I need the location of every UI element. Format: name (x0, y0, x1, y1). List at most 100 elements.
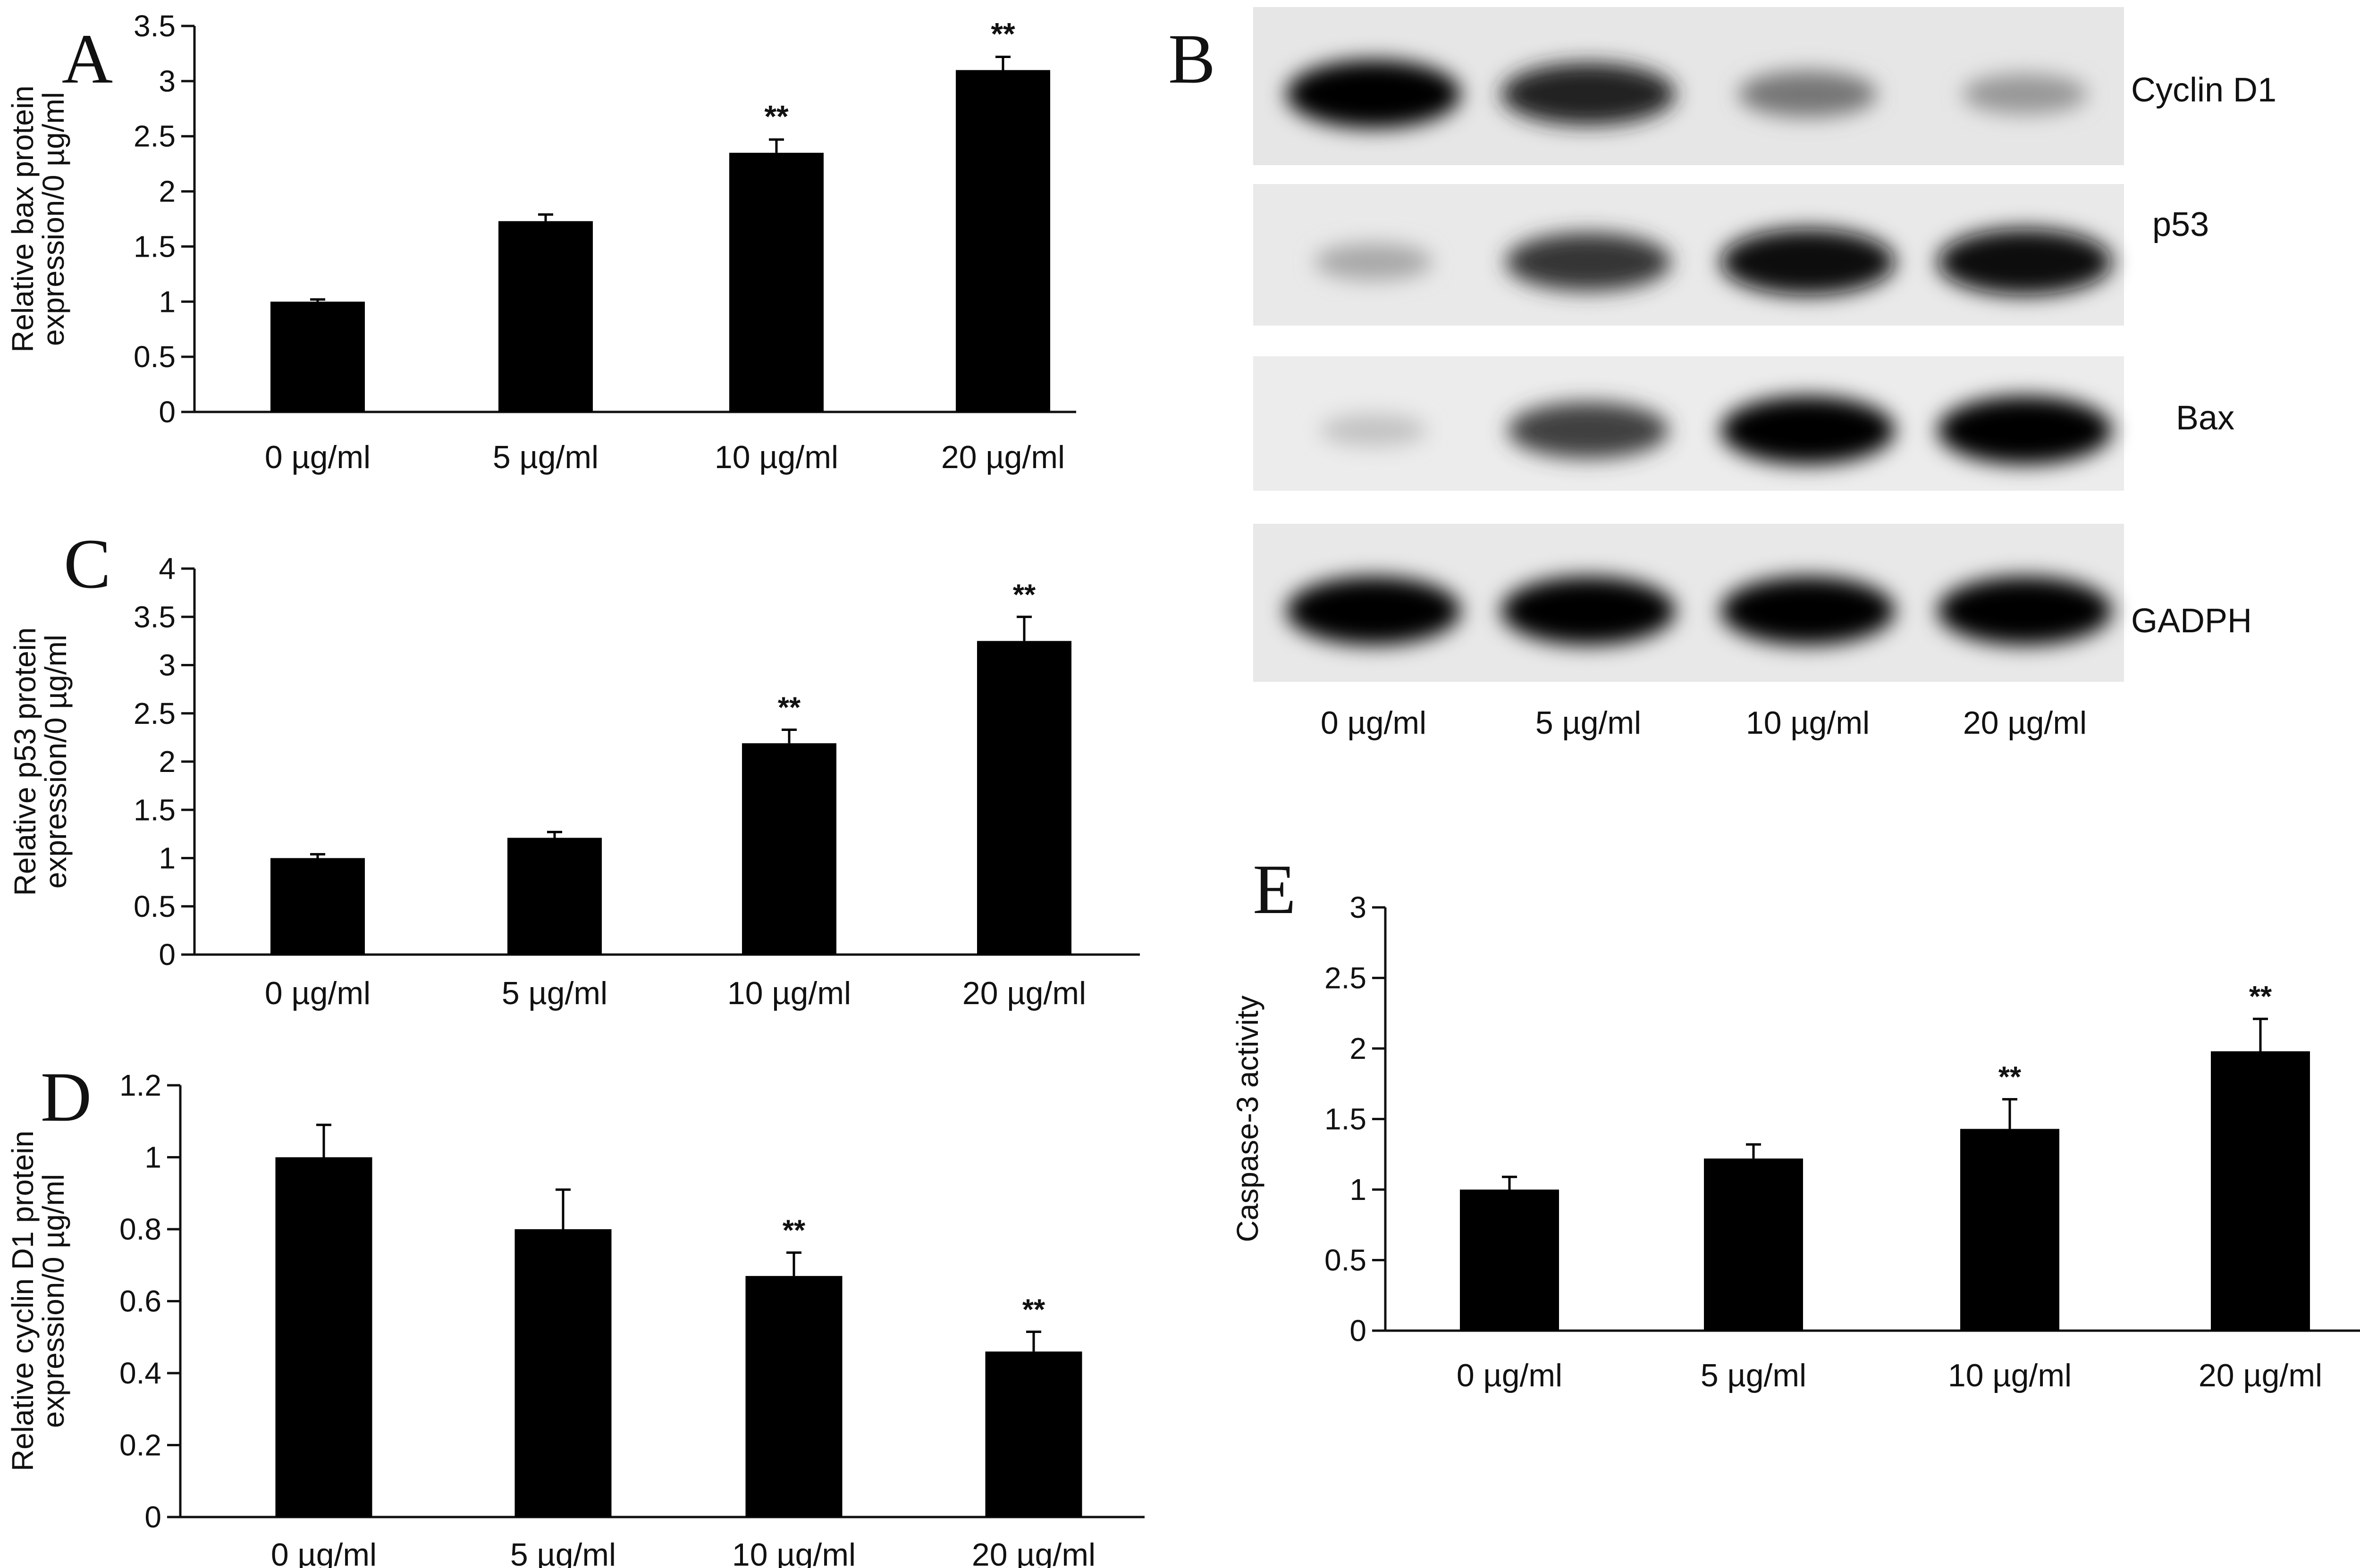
x-category-label: 0 µg/ml (1457, 1358, 1562, 1393)
blot-lane-label: 10 µg/ml (1746, 705, 1870, 741)
y-axis-label: expression/0 µg/ml (39, 635, 73, 889)
bar (745, 1276, 843, 1517)
y-tick-label: 0.5 (1324, 1243, 1366, 1277)
x-category-label: 10 µg/ml (715, 439, 838, 475)
y-tick-label: 2 (159, 745, 176, 779)
blot-lane-label: 20 µg/ml (1963, 705, 2087, 741)
panel-c-chart: C 0 0.5 1 1.5 2 2.5 3 3.5 4 0 µg/ml 5 µg/ml ** 10 µg/… (8, 525, 1140, 1011)
x-category-label: 0 µg/ml (265, 439, 371, 475)
panel-letter: B (1168, 20, 1215, 98)
significance-marker: ** (2249, 981, 2272, 1013)
y-axis-label: expression/0 µg/ml (36, 92, 70, 346)
blot-band (1505, 233, 1671, 291)
blot-band (1286, 59, 1461, 128)
blot-band (1501, 576, 1676, 645)
x-category-label: 20 µg/ml (2199, 1358, 2322, 1393)
bar (270, 302, 365, 412)
bar (985, 1351, 1082, 1517)
y-tick-label: 1.5 (134, 793, 176, 827)
significance-marker: ** (1013, 579, 1036, 611)
y-tick-label: 2.5 (1324, 961, 1366, 995)
significance-marker: ** (1998, 1061, 2022, 1094)
y-tick-label: 1.5 (134, 229, 176, 263)
x-category-label: 20 µg/ml (972, 1537, 1096, 1568)
bar (729, 152, 824, 412)
significance-marker: ** (778, 692, 801, 724)
y-tick-label: 0 (1349, 1314, 1366, 1348)
y-tick-label: 1 (159, 841, 176, 875)
bar (2211, 1051, 2310, 1331)
blot-row-label: Cyclin D1 (2131, 71, 2276, 109)
y-tick-label: 0.5 (134, 340, 176, 374)
y-tick-label: 0 (144, 1500, 161, 1534)
x-category-label: 0 µg/ml (271, 1537, 377, 1568)
bar (514, 1229, 612, 1517)
y-tick-label: 2.5 (134, 696, 176, 730)
blot-row-label: p53 (2152, 206, 2209, 243)
blot-band (1314, 243, 1433, 281)
x-category-label: 5 µg/ml (493, 439, 598, 475)
x-category-label: 5 µg/ml (502, 975, 607, 1011)
y-tick-label: 2 (159, 175, 176, 209)
x-category-label: 0 µg/ml (265, 975, 371, 1011)
x-category-label: 5 µg/ml (510, 1537, 616, 1568)
blot-band (1320, 414, 1427, 446)
y-tick-label: 2.5 (134, 119, 176, 153)
blot-band (1738, 71, 1877, 117)
y-tick-label: 0.8 (119, 1212, 161, 1246)
bar (1460, 1190, 1559, 1331)
y-tick-label: 3 (1349, 890, 1366, 924)
significance-marker: ** (991, 16, 1015, 51)
y-tick-label: 0.6 (119, 1284, 161, 1318)
y-tick-label: 1 (144, 1140, 161, 1174)
panel-d-chart: D 0 0.2 0.4 0.6 0.8 1 1.2 0 µg/ml 5 µg/ml ** 10 µg/… (6, 1058, 1145, 1568)
panel-letter: A (62, 20, 113, 98)
y-tick-label: 4 (159, 552, 176, 586)
significance-marker: ** (764, 99, 789, 134)
y-tick-label: 0 (159, 395, 176, 429)
y-tick-label: 1 (159, 285, 176, 319)
blot-band (1938, 576, 2112, 645)
x-category-label: 10 µg/ml (1948, 1358, 2072, 1393)
y-tick-label: 3.5 (134, 600, 176, 634)
panel-letter: D (41, 1058, 92, 1136)
bar (742, 743, 836, 955)
y-tick-label: 3.5 (134, 9, 176, 43)
panel-e-chart: E 0 0.5 1 1.5 2 2.5 3 0 µg/ml 5 µg/ml ** 10 µg/ml **… (1231, 850, 2360, 1393)
blot-band (1508, 402, 1669, 459)
y-tick-label: 1.5 (1324, 1102, 1366, 1136)
y-axis-label: Relative bax protein (6, 85, 40, 352)
y-axis-label: Relative cyclin D1 protein (6, 1131, 40, 1471)
x-category-label: 10 µg/ml (727, 975, 851, 1011)
significance-marker: ** (1022, 1293, 1045, 1326)
blot-lane-label: 0 µg/ml (1321, 705, 1426, 741)
panel-letter: C (64, 525, 111, 603)
significance-marker: ** (783, 1215, 806, 1247)
y-tick-label: 3 (159, 64, 176, 98)
bar (507, 838, 602, 955)
blot-row-label: GADPH (2131, 602, 2252, 640)
x-category-label: 20 µg/ml (962, 975, 1086, 1011)
blot-band (1286, 576, 1461, 645)
panel-b-western-blot: B Cyclin D1 p53 Bax GADPH 0 µg/ml 5 µg/ml 10 µg… (1168, 7, 2276, 741)
y-tick-label: 1.2 (119, 1068, 161, 1102)
x-category-label: 20 µg/ml (941, 439, 1065, 475)
blot-band (1501, 63, 1676, 126)
blot-row-label: Bax (2176, 399, 2234, 437)
blot-band (1938, 228, 2112, 295)
bar (275, 1157, 372, 1517)
bar (498, 221, 593, 412)
blot-band (1720, 576, 1895, 645)
blot-band (1720, 228, 1895, 295)
bar (956, 70, 1050, 412)
y-tick-label: 0 (159, 938, 176, 972)
bar (270, 858, 365, 955)
bar (977, 641, 1071, 955)
blot-band (1962, 74, 2088, 114)
y-tick-label: 2 (1349, 1031, 1366, 1065)
blot-band (1938, 396, 2112, 465)
y-tick-label: 0.5 (134, 889, 176, 923)
y-tick-label: 3 (159, 648, 176, 682)
y-tick-label: 0.4 (119, 1356, 161, 1390)
